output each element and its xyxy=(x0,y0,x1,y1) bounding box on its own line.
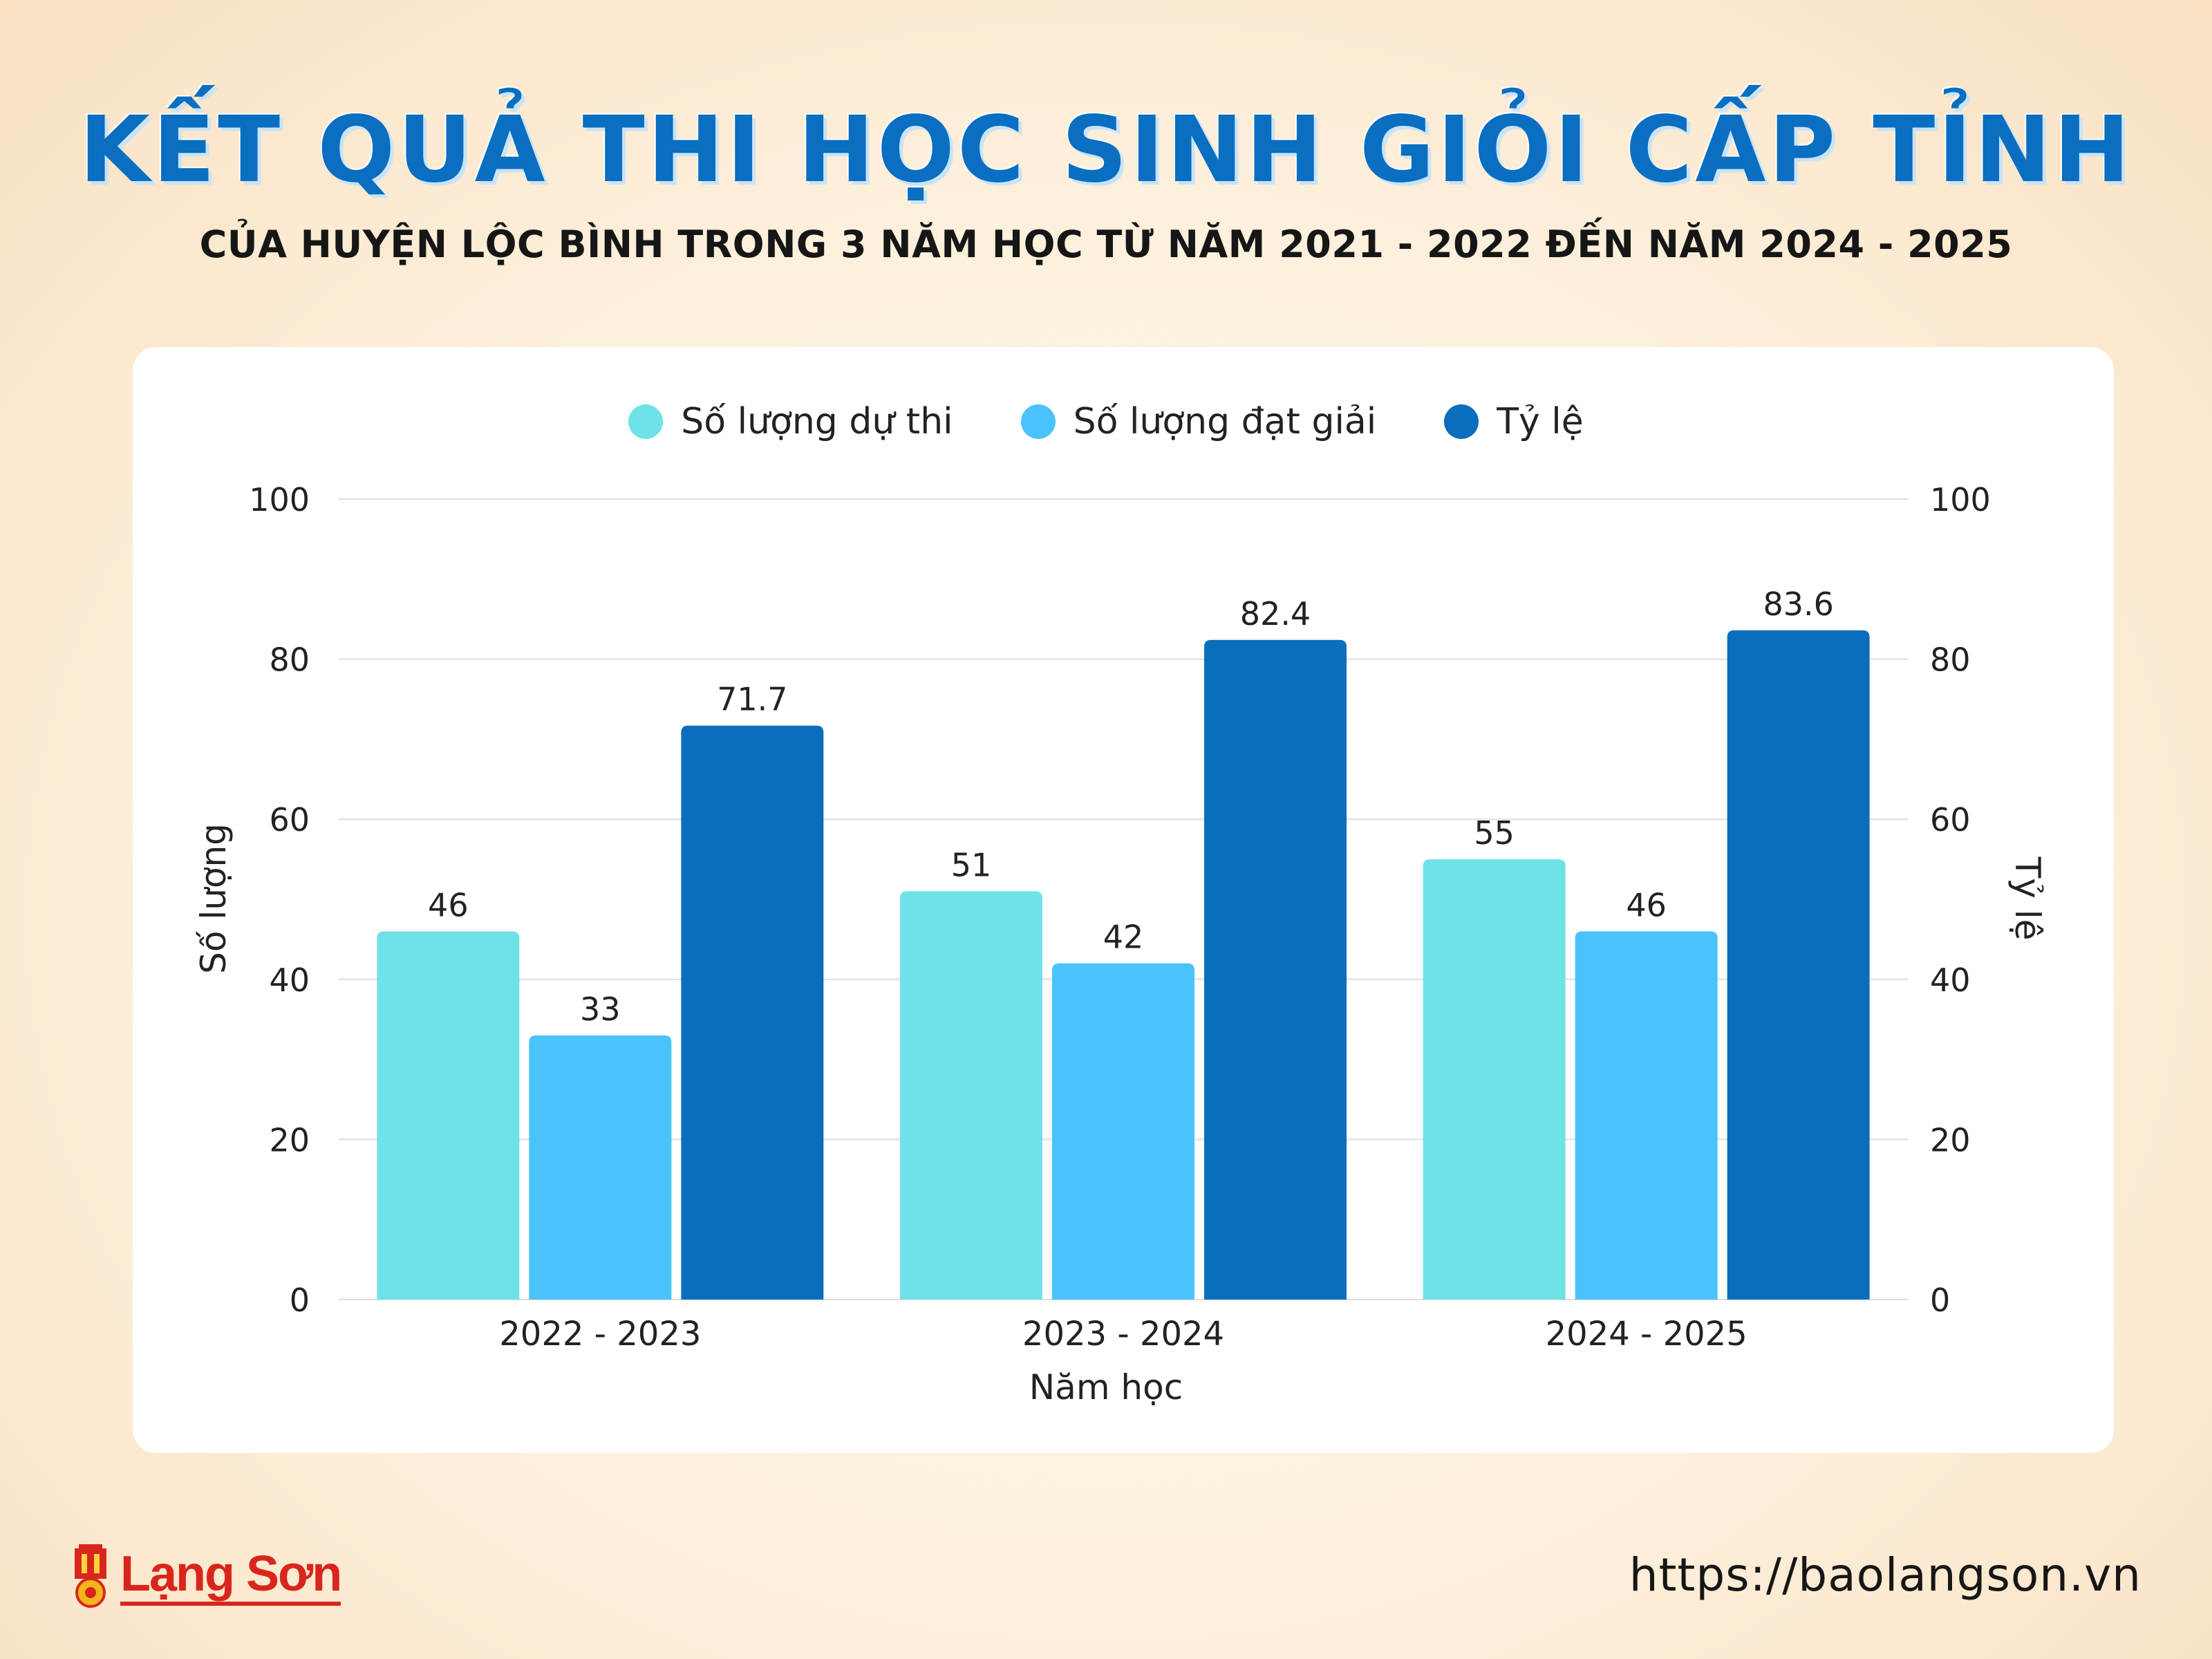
legend-swatch-winners xyxy=(1020,404,1056,439)
bar xyxy=(900,891,1042,1300)
page-title: KẾT QUẢ THI HỌC SINH GIỎI CẤP TỈNH xyxy=(79,97,2133,203)
bar xyxy=(1727,630,1870,1300)
legend-swatch-rate xyxy=(1444,404,1479,439)
y2-tick-label: 20 xyxy=(1930,1121,1971,1159)
legend-item-participants: Số lượng dự thi xyxy=(628,401,953,442)
y2-tick-label: 0 xyxy=(1930,1282,1950,1319)
x-tick-label: 2022 - 2023 xyxy=(499,1315,701,1353)
data-label: 83.6 xyxy=(1763,585,1833,623)
legend-item-rate: Tỷ lệ xyxy=(1444,401,1584,442)
emblem-icon xyxy=(75,1544,106,1608)
y2-tick-label: 40 xyxy=(1930,962,1971,999)
legend-label-winners: Số lượng đạt giải xyxy=(1073,401,1377,442)
data-label: 33 xyxy=(580,991,621,1028)
logo-text: Lạng Sơn xyxy=(120,1546,342,1606)
y-tick-label: 40 xyxy=(269,962,310,999)
y-axis-title: Số lượng xyxy=(194,823,234,974)
y-tick-label: 0 xyxy=(290,1282,310,1319)
data-label: 46 xyxy=(428,886,469,924)
bar xyxy=(1423,859,1566,1300)
bar xyxy=(1575,931,1718,1300)
data-label: 42 xyxy=(1103,919,1144,956)
chart-legend: Số lượng dự thi Số lượng đạt giải Tỷ lệ xyxy=(0,401,2212,442)
bar xyxy=(1204,639,1347,1300)
legend-swatch-participants xyxy=(628,404,664,439)
website-url[interactable]: https://baolangson.vn xyxy=(1629,1548,2141,1602)
lang-son-logo: Lạng Sơn xyxy=(69,1541,342,1611)
data-label: 51 xyxy=(951,846,992,883)
y-tick-label: 20 xyxy=(269,1121,310,1159)
y2-tick-label: 60 xyxy=(1930,801,1971,838)
x-axis-title: Năm học xyxy=(1029,1367,1183,1407)
bar xyxy=(377,931,520,1300)
legend-label-rate: Tỷ lệ xyxy=(1497,401,1584,442)
y2-tick-label: 100 xyxy=(1930,481,1991,518)
bar xyxy=(1052,963,1194,1300)
data-label: 55 xyxy=(1474,814,1515,852)
data-label: 82.4 xyxy=(1240,595,1311,632)
y2-tick-label: 80 xyxy=(1930,641,1971,679)
legend-label-participants: Số lượng dự thi xyxy=(681,401,953,442)
x-tick-label: 2024 - 2025 xyxy=(1546,1315,1747,1353)
data-label: 46 xyxy=(1626,886,1667,924)
bar xyxy=(529,1035,672,1300)
data-label: 71.7 xyxy=(717,681,787,718)
y-tick-label: 100 xyxy=(249,481,310,518)
y-tick-label: 80 xyxy=(269,641,310,679)
legend-item-winners: Số lượng đạt giải xyxy=(1020,401,1377,442)
page-subtitle: CỦA HUYỆN LỘC BÌNH TRONG 3 NĂM HỌC TỪ NĂ… xyxy=(199,223,2013,266)
y-tick-label: 60 xyxy=(269,801,310,838)
bar xyxy=(681,725,824,1300)
y2-axis-title: Tỷ lệ xyxy=(2007,856,2047,941)
x-tick-label: 2023 - 2024 xyxy=(1022,1315,1224,1353)
